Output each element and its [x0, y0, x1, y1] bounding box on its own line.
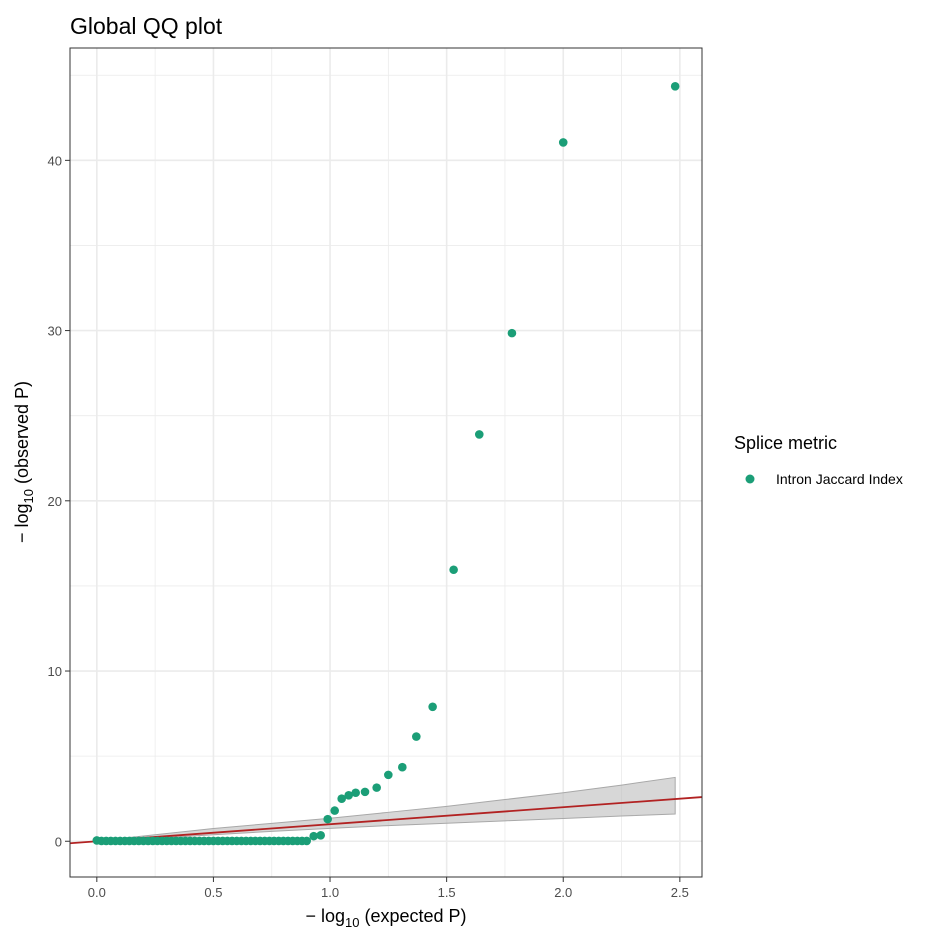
legend: Splice metric Intron Jaccard Index [734, 433, 903, 487]
y-axis: 0 10 20 30 40 [48, 153, 70, 849]
y-tick-label: 0 [55, 834, 62, 849]
major-gridlines [70, 48, 702, 877]
y-tick-label: 30 [48, 324, 62, 339]
data-point [309, 831, 319, 841]
y-axis-title-subscript: 10 [21, 489, 36, 503]
reference-line [69, 796, 703, 845]
x-tick-label: 0.0 [88, 885, 106, 900]
data-point [360, 787, 370, 797]
data-point [302, 836, 312, 846]
data-point [372, 783, 381, 792]
x-axis-title-subscript: 10 [345, 915, 359, 930]
y-tick-label: 20 [48, 494, 62, 509]
data-point [337, 794, 346, 803]
chart-title: Global QQ plot [70, 13, 223, 39]
data-point [330, 806, 339, 815]
data-point [558, 138, 568, 147]
y-tick-label: 40 [48, 153, 62, 168]
x-tick-label: 1.5 [438, 885, 456, 900]
data-point [507, 328, 517, 338]
data-point [474, 430, 484, 439]
data-point [412, 732, 421, 741]
confidence-band [96, 776, 676, 842]
x-tick-label: 1.0 [321, 885, 339, 900]
minor-gridlines [70, 48, 702, 877]
legend-key-point [745, 474, 755, 484]
legend-title: Splice metric [734, 433, 837, 453]
data-point [449, 565, 458, 575]
x-tick-label: 0.5 [204, 885, 222, 900]
data-point [384, 770, 393, 780]
y-axis-title: − log10 (observed P) [12, 381, 36, 543]
x-axis-title-prefix: − log [305, 906, 345, 926]
y-axis-title-suffix: (observed P) [12, 381, 32, 489]
y-axis-title-prefix: − log [12, 503, 32, 543]
data-point [670, 82, 680, 91]
y-tick-label: 10 [48, 664, 62, 679]
x-axis: 0.0 0.5 1.0 1.5 2.0 2.5 [88, 877, 689, 900]
data-point [351, 788, 360, 798]
x-tick-label: 2.5 [671, 885, 689, 900]
reference-line-layer [69, 796, 703, 845]
data-points-layer [92, 82, 680, 846]
data-point [323, 814, 332, 824]
plot-panel-border [69, 47, 703, 878]
data-point [398, 762, 407, 772]
data-point [428, 702, 437, 712]
confidence-band-layer [96, 776, 676, 842]
x-axis-title: − log10 (expected P) [305, 906, 466, 930]
data-point [316, 830, 326, 840]
x-tick-label: 2.0 [554, 885, 572, 900]
plot-panel-background [70, 48, 702, 877]
legend-label: Intron Jaccard Index [776, 471, 903, 487]
x-axis-title-suffix: (expected P) [359, 906, 466, 926]
data-point [344, 790, 353, 800]
